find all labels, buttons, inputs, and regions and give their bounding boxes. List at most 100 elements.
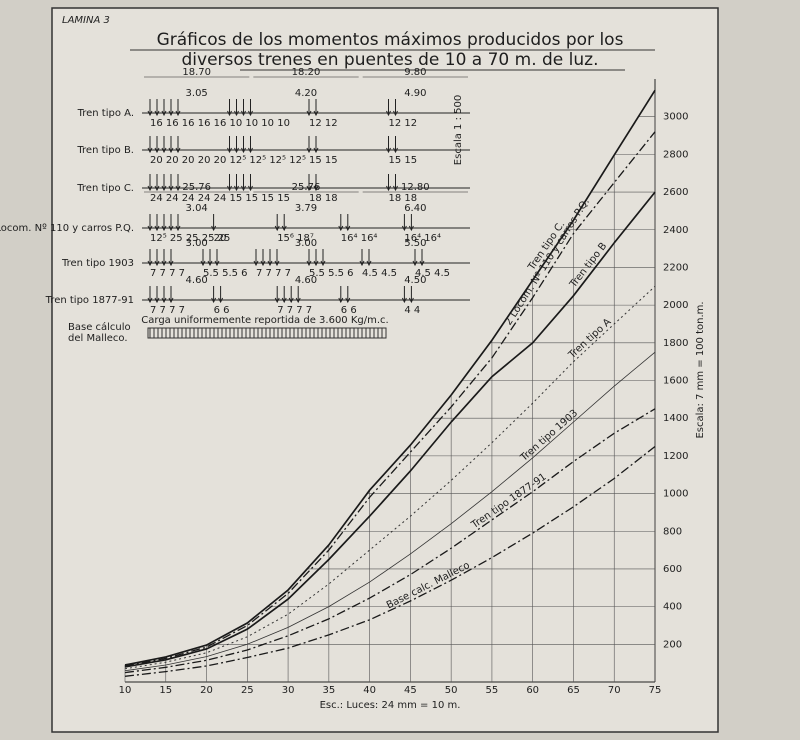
axle-loads: 7 7 7 7 — [150, 268, 185, 279]
y-tick-label: 2400 — [663, 225, 688, 236]
arrow-head — [419, 260, 425, 267]
arrow-head — [241, 110, 246, 117]
arrow-head — [227, 110, 232, 117]
arrow-head — [161, 225, 167, 232]
y-tick-label: 2000 — [663, 300, 688, 311]
arrow-head — [154, 185, 160, 192]
axle-loads: 20 — [214, 233, 227, 244]
arrow-head — [274, 297, 280, 304]
arrow-head — [168, 110, 174, 117]
arrow-head — [260, 260, 266, 267]
train-name: Tren tipo B. — [76, 145, 134, 156]
arrow-head — [248, 147, 253, 154]
series-line — [124, 131, 656, 667]
arrow-head — [147, 297, 153, 304]
spacing-label: 4.60 — [295, 275, 317, 286]
spacing-label: 4.60 — [186, 275, 208, 286]
spacing-label: 3.00 — [295, 238, 317, 249]
x-tick-label: 50 — [445, 685, 458, 696]
arrow-head — [412, 260, 418, 267]
arrow-head — [393, 185, 398, 192]
arrow-head — [393, 110, 398, 117]
y-tick-label: 1000 — [663, 489, 688, 500]
y-axis-label: Escala: 7 mm = 100 ton.m. — [695, 301, 706, 438]
series-line — [124, 445, 656, 677]
arrow-head — [218, 297, 224, 304]
axle-loads: 15 15 — [389, 155, 418, 166]
arrow-head — [147, 147, 153, 154]
dimension-label: 18.70 — [182, 67, 211, 78]
arrow-head — [168, 297, 174, 304]
arrow-head — [161, 260, 167, 267]
arrow-head — [227, 185, 232, 192]
arrow-head — [288, 297, 294, 304]
arrow-head — [154, 260, 160, 267]
y-tick-label: 400 — [663, 602, 682, 613]
y-tick-label: 1200 — [663, 451, 688, 462]
axle-loads: 15 15 15 15 — [230, 193, 290, 204]
arrow-head — [386, 185, 391, 192]
y-tick-label: 2600 — [663, 187, 688, 198]
arrow-head — [274, 260, 280, 267]
arrow-head — [338, 297, 344, 304]
arrow-head — [211, 225, 217, 232]
axle-loads: 24 24 24 24 24 — [150, 193, 226, 204]
x-tick-label: 35 — [322, 685, 335, 696]
y-tick-label: 1800 — [663, 338, 688, 349]
train-name: Tren tipo C. — [76, 183, 134, 194]
arrow-head — [147, 225, 153, 232]
axle-loads: 10 10 10 10 — [230, 118, 290, 129]
y-tick-label: 200 — [663, 639, 682, 650]
x-axis-label: Esc.: Luces: 24 mm = 10 m. — [320, 700, 461, 711]
arrow-head — [147, 110, 153, 117]
chart-title: Gráficos de los momentos máximos produci… — [157, 30, 624, 50]
series-line — [124, 285, 656, 670]
arrow-head — [241, 147, 246, 154]
spacing-label: 4.90 — [404, 88, 426, 99]
spacing-label: 3.04 — [186, 203, 208, 214]
arrow-head — [401, 297, 407, 304]
axle-loads: 16⁴ 16⁴ — [404, 233, 441, 244]
scale-note: Escala 1 : 500 — [453, 95, 464, 165]
arrow-head — [214, 260, 220, 267]
arrow-head — [168, 260, 174, 267]
y-tick-label: 1600 — [663, 376, 688, 387]
series-line — [124, 408, 656, 674]
arrow-head — [200, 260, 206, 267]
x-tick-label: 45 — [404, 685, 417, 696]
x-tick-label: 70 — [608, 685, 621, 696]
arrow-head — [248, 185, 253, 192]
base-label: del Malleco. — [68, 333, 128, 344]
x-tick-label: 60 — [526, 685, 539, 696]
dimension-label: 25.76 — [292, 182, 321, 193]
arrow-head — [386, 147, 391, 154]
axle-loads: 20 20 20 20 20 — [150, 155, 226, 166]
y-tick-label: 1400 — [663, 413, 688, 424]
series-line — [124, 351, 656, 672]
train-name: Tren tipo 1877-91 — [45, 295, 134, 306]
arrow-head — [313, 185, 319, 192]
arrow-head — [154, 147, 160, 154]
x-tick-label: 65 — [567, 685, 580, 696]
arrow-head — [161, 147, 167, 154]
arrow-head — [227, 147, 232, 154]
spacing-label: 3.05 — [186, 88, 208, 99]
spacing-label: 3.79 — [295, 203, 317, 214]
arrow-head — [274, 225, 280, 232]
arrow-head — [154, 110, 160, 117]
axle-loads: 5.5 5.5 6 — [309, 268, 354, 279]
axle-loads: 15 15 — [309, 155, 338, 166]
train-name: Tren tipo A. — [77, 108, 134, 119]
x-tick-label: 20 — [200, 685, 213, 696]
arrow-head — [234, 110, 239, 117]
arrow-head — [313, 260, 319, 267]
arrow-head — [320, 260, 326, 267]
dimension-label: 25.76 — [182, 182, 211, 193]
axle-loads: 5.5 5.5 6 — [203, 268, 248, 279]
arrow-head — [161, 110, 167, 117]
x-tick-label: 10 — [119, 685, 132, 696]
arrow-head — [393, 147, 398, 154]
arrow-head — [306, 185, 312, 192]
